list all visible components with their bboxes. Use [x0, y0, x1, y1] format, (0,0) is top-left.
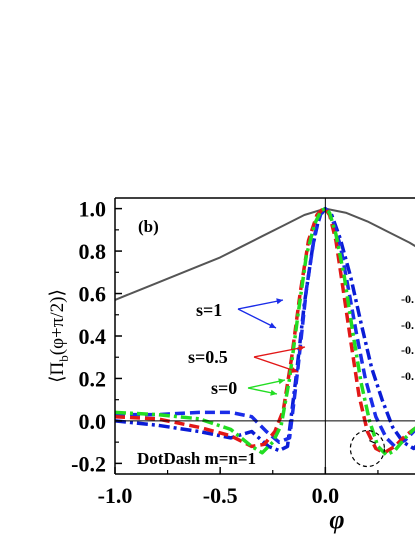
y-tick-label: 0.8	[79, 239, 107, 264]
side-label-3: -0.	[401, 343, 414, 357]
x-axis-title: φ	[329, 505, 344, 534]
annotation-s05: s=0.5	[188, 347, 228, 367]
y-tick-label: -0.2	[71, 451, 106, 476]
side-label-2: -0.	[401, 318, 414, 332]
annotation-overlays	[237, 298, 386, 468]
annotation-arrow-0-0	[237, 299, 284, 310]
y-tick-label: 1.0	[79, 197, 107, 222]
series-line-2	[115, 206, 415, 449]
annotation-arrowhead-0-1	[269, 322, 276, 328]
highlight-pointer	[369, 439, 376, 444]
annotation-s1: s=1	[196, 300, 222, 320]
annotation-arrow-1-1	[253, 356, 299, 373]
x-tick-label: -1.0	[98, 483, 133, 508]
series-line-0	[115, 207, 415, 301]
y-tick-label: 0.0	[79, 409, 107, 434]
series-group	[115, 206, 415, 457]
annotation-arrowhead-0-0	[276, 298, 283, 305]
axis-ticks: -0.2 0.0 0.2 0.4 0.6 0.8 1.0 -1.0 -0.5 0.0	[71, 197, 379, 508]
y-axis-title-post: (φ+π/2)⟩	[47, 289, 68, 355]
annotation-arrow-0-1	[237, 308, 277, 329]
annotation-arrowhead-2-0	[278, 378, 285, 385]
annotation-arrowhead-1-0	[298, 345, 305, 352]
annotation-s0: s=0	[211, 378, 237, 398]
y-axis-title: ⟨Πb(φ+π/2)⟩	[47, 289, 71, 383]
annotation-arrow-2-0	[247, 379, 286, 389]
series-line-3	[115, 206, 415, 455]
panel-label: (b)	[138, 217, 159, 236]
x-tick-label: -0.5	[203, 483, 238, 508]
annotation-arrowhead-2-1	[270, 389, 277, 396]
minimum-highlight-circle	[349, 429, 386, 468]
y-axis-title-sub: b	[56, 355, 71, 362]
series-line-4	[115, 206, 415, 457]
side-label-1: -0.	[401, 292, 414, 306]
y-tick-label: 0.6	[79, 282, 107, 307]
plot-frame	[114, 197, 415, 475]
note-label: DotDash m=n=1	[137, 449, 256, 468]
annotation-arrowhead-1-1	[291, 367, 298, 373]
y-axis-title-pre: ⟨Π	[47, 361, 68, 382]
annotation-arrow-1-0	[253, 346, 306, 358]
y-tick-label: 0.2	[79, 366, 107, 391]
x-tick-label: 0.0	[312, 483, 340, 508]
y-tick-label: 0.4	[79, 324, 107, 349]
side-label-4: -0.	[401, 369, 414, 383]
